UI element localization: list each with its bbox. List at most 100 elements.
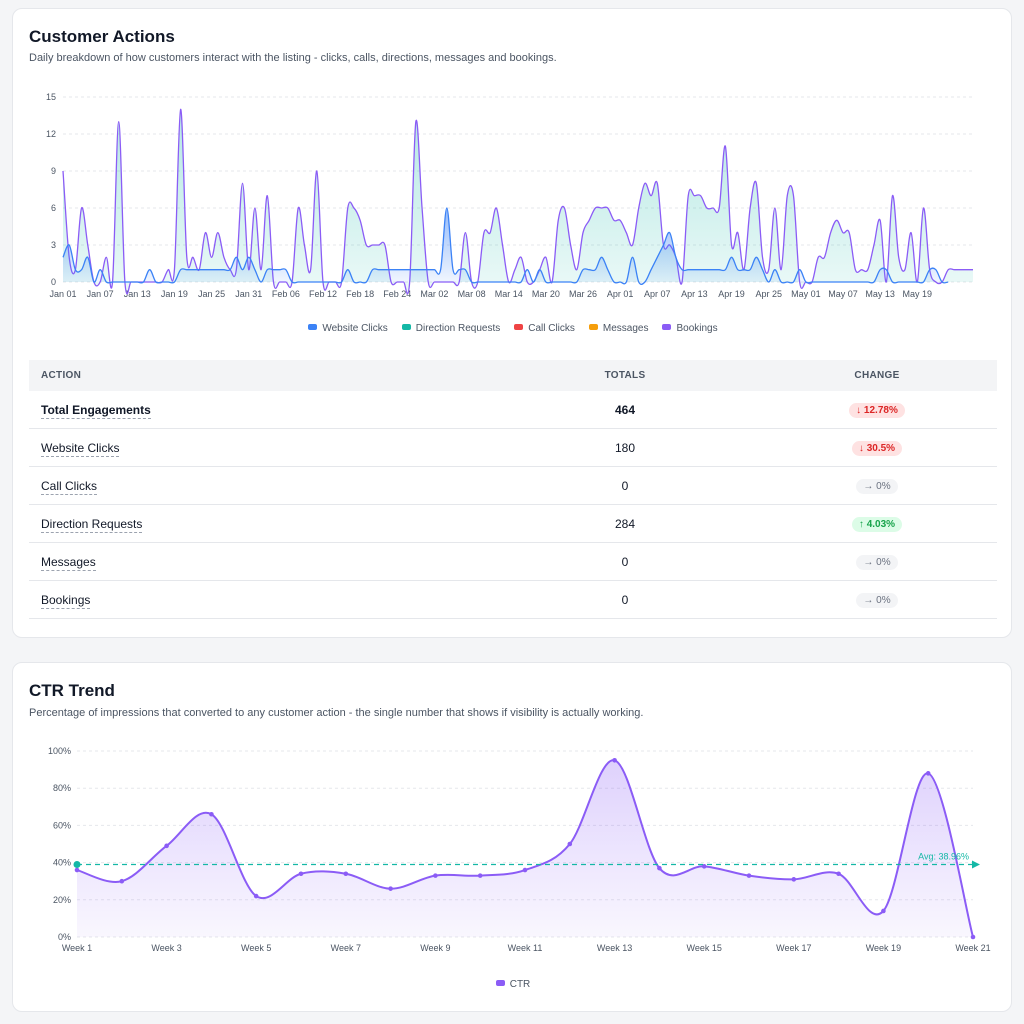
ctr-point[interactable] — [433, 873, 438, 878]
x-tick-label: Week 1 — [62, 943, 92, 953]
action-label[interactable]: Direction Requests — [41, 516, 143, 533]
table-row: Call Clicks 0 → 0% — [29, 466, 997, 505]
legend-item[interactable]: Bookings — [662, 323, 718, 334]
x-tick-label: Apr 19 — [718, 289, 745, 299]
legend-item[interactable]: Call Clicks — [514, 323, 575, 334]
ctr-point[interactable] — [791, 877, 797, 882]
x-tick-label: Week 19 — [866, 943, 901, 953]
ctr-point[interactable] — [477, 873, 483, 878]
total-cell: 0 — [493, 580, 757, 619]
ctr-point[interactable] — [388, 886, 393, 891]
change-value: 0% — [876, 556, 891, 568]
x-tick-label: Week 15 — [687, 943, 722, 953]
legend-label: CTR — [509, 979, 531, 990]
x-tick-label: Feb 24 — [383, 289, 411, 299]
header-change: CHANGE — [757, 360, 997, 391]
action-cell: Bookings — [29, 580, 493, 619]
ctr-point[interactable] — [836, 871, 841, 877]
x-tick-label: Feb 06 — [272, 289, 300, 299]
ctr-point[interactable] — [74, 867, 80, 873]
action-label[interactable]: Website Clicks — [41, 440, 120, 457]
legend-swatch-icon — [401, 324, 411, 330]
action-label[interactable]: Call Clicks — [41, 478, 98, 495]
ctr-point[interactable] — [164, 843, 169, 849]
header-totals: TOTALS — [493, 360, 757, 391]
change-badge: ↓ 30.5% — [851, 440, 903, 456]
ctr-point[interactable] — [970, 934, 976, 940]
trend-up-icon: ↑ — [858, 518, 867, 530]
change-cell: ↓ 12.78% — [757, 391, 997, 429]
total-value: 0 — [621, 554, 629, 569]
legend-swatch-icon — [308, 324, 318, 330]
total-cell: 284 — [493, 504, 757, 543]
ctr-point[interactable] — [881, 908, 886, 914]
ctr-trend-title: CTR Trend — [29, 681, 115, 700]
legend-item[interactable]: Messages — [588, 323, 648, 334]
y-tick-label: 40% — [53, 858, 71, 868]
ctr-trend-chart: 0% 20% 40% 60% 80% 100% Week 1 Week 3 Week 5 Week… — [48, 746, 991, 953]
x-tick-label: Week 9 — [420, 943, 450, 953]
ctr-point[interactable] — [119, 878, 125, 884]
ctr-point[interactable] — [567, 841, 573, 847]
action-cell: Messages — [29, 542, 493, 581]
ctr-point[interactable] — [209, 811, 214, 817]
table-row: Total Engagements 464 ↓ 12.78% — [29, 391, 997, 429]
legend-label: Website Clicks — [322, 323, 388, 334]
change-badge: → 0% — [856, 554, 898, 570]
x-tick-label: Week 13 — [597, 943, 632, 953]
ctr-point[interactable] — [253, 893, 259, 899]
website-clicks-series-line — [62, 207, 949, 285]
action-cell: Website Clicks — [29, 428, 493, 467]
total-value: 180 — [614, 440, 636, 455]
legend-swatch-icon — [662, 324, 672, 330]
ctr-point[interactable] — [343, 871, 349, 877]
change-value: 0% — [876, 594, 891, 606]
ctr-point[interactable] — [746, 873, 752, 878]
x-tick-label: May 13 — [865, 289, 895, 299]
change-badge: ↓ 12.78% — [849, 402, 905, 418]
x-tick-label: Apr 01 — [607, 289, 634, 299]
y-tick-label: 20% — [53, 895, 71, 905]
ctr-trend-legend: CTR — [13, 979, 1013, 990]
change-cell: ↑ 4.03% — [757, 504, 997, 543]
x-tick-label: Apr 07 — [644, 289, 671, 299]
ctr-area — [77, 760, 973, 937]
ctr-point[interactable] — [925, 771, 931, 776]
change-value: 0% — [876, 480, 891, 492]
customer-actions-title: Customer Actions — [29, 27, 175, 46]
ctr-point[interactable] — [522, 867, 528, 873]
legend-label: Direction Requests — [415, 323, 501, 334]
table-row: Website Clicks 180 ↓ 30.5% — [29, 428, 997, 467]
x-tick-label: Jan 19 — [161, 289, 188, 299]
action-label[interactable]: Total Engagements — [41, 402, 151, 419]
action-cell: Total Engagements — [29, 391, 493, 429]
x-tick-label: Apr 13 — [681, 289, 708, 299]
ctr-point[interactable] — [657, 865, 662, 871]
ctr-trend-card: CTR Trend Percentage of impressions that… — [12, 662, 1012, 1012]
y-tick-label: 12 — [46, 129, 56, 139]
action-label[interactable]: Bookings — [41, 592, 91, 609]
total-value: 0 — [621, 478, 629, 493]
y-tick-label: 60% — [53, 820, 71, 830]
legend-item[interactable]: Website Clicks — [308, 323, 388, 334]
change-value: 30.5% — [866, 442, 896, 454]
legend-swatch-icon — [514, 324, 524, 330]
legend-item[interactable]: Direction Requests — [401, 323, 501, 334]
change-badge: → 0% — [856, 592, 898, 608]
action-label[interactable]: Messages — [41, 554, 96, 571]
table-row: Bookings 0 → 0% — [29, 580, 997, 619]
customer-actions-chart: 0 3 6 9 12 15 Jan 01 Jan 07 Jan 13 Jan 19 Jan 25 Ja… — [46, 92, 974, 299]
trend-down-icon: ↓ — [858, 442, 867, 454]
ctr-point[interactable] — [701, 864, 707, 869]
ctr-point[interactable] — [298, 871, 304, 877]
ctr-point[interactable] — [612, 758, 617, 763]
total-value: 464 — [614, 402, 636, 417]
trend-down-icon: ↓ — [856, 404, 864, 416]
avg-label: Avg: 38.96% — [918, 852, 969, 862]
legend-item[interactable]: CTR — [495, 979, 531, 990]
x-tick-label: Jan 31 — [235, 289, 262, 299]
avg-start-marker — [73, 861, 81, 869]
avg-arrow-icon — [972, 860, 980, 869]
action-cell: Direction Requests — [29, 504, 493, 543]
y-tick-label: 0% — [58, 932, 71, 942]
